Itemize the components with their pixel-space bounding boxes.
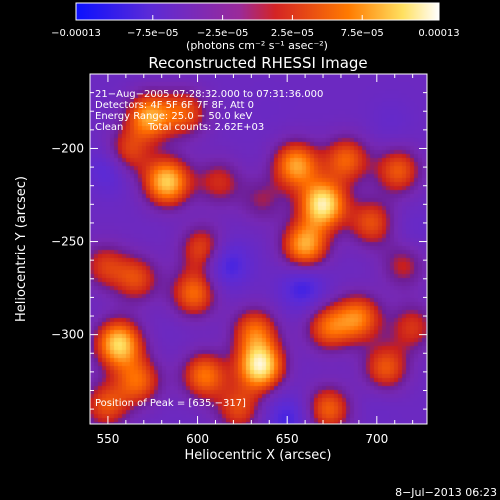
annotation-total-counts: Total counts: 2.62E+03: [147, 122, 264, 133]
colorbar: [75, 2, 440, 21]
x-tick-label: 650: [276, 432, 299, 446]
y-axis-ticks: −200 −250 −300: [51, 92, 427, 410]
chart-title: Reconstructed RHESSI Image: [148, 54, 367, 72]
colorbar-tick-label: −2.5e−05: [197, 28, 249, 39]
colorbar-tick-label: −0.00013: [51, 28, 101, 39]
annotation-time: 21−Aug−2005 07:28:32.000 to 07:31:36.000: [95, 89, 323, 100]
x-tick-label: 700: [365, 432, 388, 446]
annotation-peak-position: Position of Peak = [635,−317]: [95, 398, 246, 409]
x-tick-label: 550: [96, 432, 119, 446]
annotation-clean: Clean: [95, 122, 123, 133]
x-axis-label: Heliocentric X (arcsec): [185, 448, 332, 463]
heatmap-canvas: [90, 74, 427, 424]
plot-frame: [89, 73, 428, 425]
heatmap-image: [90, 74, 427, 424]
y-tick-label: −300: [51, 328, 84, 342]
x-tick-label: 600: [186, 432, 209, 446]
annotation-detectors: Detectors: 4F 5F 6F 7F 8F, Att 0: [95, 100, 254, 111]
y-axis-label: Heliocentric Y (arcsec): [14, 176, 29, 322]
colorbar-tick-label: −7.5e−05: [127, 28, 179, 39]
colorbar-tick-label: 0.00013: [418, 28, 459, 39]
y-tick-label: −200: [51, 141, 84, 155]
colorbar-unit-label: (photons cm⁻² s⁻¹ asec⁻²): [186, 39, 328, 52]
y-tick-label: −250: [51, 235, 84, 249]
colorbar-tick-label: 7.5e−05: [341, 28, 384, 39]
colorbar-tick-label: 2.5e−05: [271, 28, 314, 39]
footer-timestamp: 8−Jul−2013 06:23: [395, 486, 497, 499]
x-axis-ticks: 550 600 650 700: [96, 74, 414, 446]
annotation-energy: Energy Range: 25.0 − 50.0 keV: [95, 111, 252, 122]
colorbar-ticks: −0.00013 −7.5e−05 −2.5e−05 2.5e−05 7.5e−05 0.…: [51, 15, 460, 39]
